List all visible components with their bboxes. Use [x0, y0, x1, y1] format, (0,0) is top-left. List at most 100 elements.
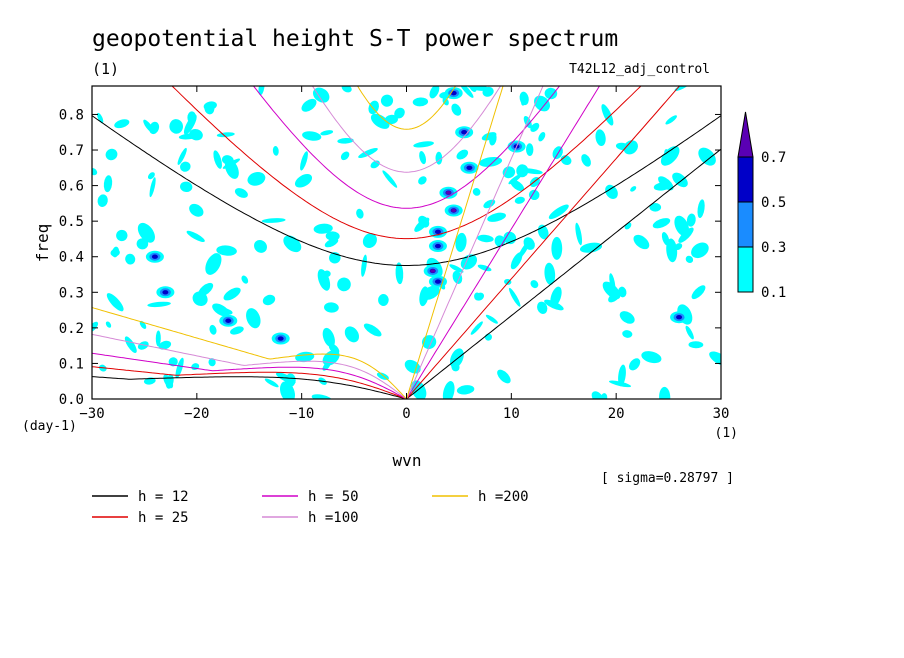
power-contour-blob — [283, 235, 302, 253]
power-contour-blob — [394, 107, 405, 119]
power-contour-blob — [189, 129, 203, 141]
power-contour-blob — [528, 189, 540, 201]
power-contour-blob — [451, 103, 462, 116]
colorbar-label: 0.3 — [761, 240, 786, 256]
power-contour-blob — [258, 86, 265, 96]
colorbar-arrow — [737, 111, 754, 158]
power-contour-blob — [175, 357, 184, 379]
power-contour-blob — [600, 393, 608, 399]
power-contour-blob — [362, 233, 377, 249]
power-contour-blob — [151, 254, 158, 259]
power-contour-blob — [548, 204, 569, 220]
x-tick-label: 10 — [503, 406, 520, 422]
power-contour-blob — [264, 378, 279, 388]
power-contour-blob — [508, 287, 521, 307]
power-contour-blob — [672, 172, 688, 188]
power-contour-blob — [641, 351, 662, 364]
y-axis-unit: (day-1) — [22, 419, 77, 434]
power-contour-blob — [294, 174, 313, 188]
power-contour-blob — [502, 166, 516, 179]
power-contour-blob — [155, 330, 161, 347]
power-contour-blob — [659, 386, 671, 399]
power-contour-blob — [110, 248, 120, 257]
power-contour-blob — [189, 203, 204, 217]
power-contour-blob — [147, 301, 171, 308]
power-contour-blob — [452, 270, 463, 284]
power-contour-blob — [322, 327, 335, 348]
power-contour-blob — [652, 218, 671, 229]
power-contour-blob — [147, 172, 155, 180]
legend: h = 12 h = 25 h = 50 h =100 h =200 — [92, 489, 529, 526]
power-contour-blob — [247, 172, 266, 186]
power-contour-blob — [550, 286, 562, 307]
x-tick-label: 0 — [402, 406, 410, 422]
power-contour-blob — [523, 237, 535, 250]
power-contour-blob — [223, 287, 241, 301]
x-tick-label: −10 — [289, 406, 314, 422]
power-contour-blob — [630, 186, 637, 192]
power-contour-blob — [209, 324, 217, 335]
power-contour-blob — [658, 176, 674, 191]
power-contour-blob — [475, 292, 485, 301]
power-contour-blob — [470, 321, 483, 335]
power-contour-blob — [97, 194, 108, 207]
power-contour-blob — [320, 130, 334, 136]
power-contour-blob — [497, 369, 511, 384]
power-contour-blob — [537, 301, 548, 314]
power-contour-blob — [456, 149, 469, 160]
power-contour-blob — [158, 340, 172, 350]
power-contour-blob — [605, 184, 618, 199]
power-contour-blob — [429, 86, 440, 99]
kelvin-curve-h100 — [92, 86, 544, 399]
power-contour-blob — [329, 252, 341, 264]
power-contour-blob — [691, 242, 709, 259]
power-contour-blob — [618, 364, 626, 387]
kelvin-curve-h50 — [92, 86, 601, 399]
kelvin-curve-h25 — [92, 86, 681, 399]
power-contour-blob — [538, 131, 546, 142]
power-contour-blob — [183, 114, 197, 135]
x-axis-unit: (1) — [715, 426, 738, 441]
kelvin-curve-h200 — [92, 86, 504, 399]
power-contour-blob — [510, 179, 525, 192]
power-contour-blob — [530, 122, 540, 132]
power-contour-blob — [477, 234, 494, 243]
power-contour-blob — [618, 286, 627, 298]
power-contour-blob — [137, 341, 149, 350]
power-contour-blob — [105, 148, 118, 161]
power-contour-blob — [92, 168, 98, 176]
power-contour-blob — [344, 326, 359, 343]
power-contour-blob — [225, 318, 232, 323]
y-axis: 0.0 0.1 0.2 0.3 0.4 0.5 0.6 0.7 0.8 — [59, 107, 721, 408]
power-contour-blob — [139, 320, 147, 329]
power-contour-blob — [106, 293, 124, 312]
power-contour-blob — [544, 262, 556, 285]
power-contour-blob — [697, 199, 705, 219]
run-label: T42L12_adj_control — [569, 62, 710, 77]
power-contour-blob — [619, 311, 635, 324]
power-contour-blob — [363, 323, 382, 337]
power-contour-blob — [203, 101, 217, 111]
power-contour-blob — [434, 229, 441, 235]
gravity-curve-h100 — [311, 86, 502, 173]
power-contour-blob — [623, 140, 638, 155]
power-contour-blob — [234, 188, 248, 198]
power-contour-blob — [709, 351, 721, 367]
power-contour-blob — [358, 147, 378, 159]
y-tick-label: 0.3 — [59, 285, 84, 301]
power-contour-blob — [103, 175, 113, 193]
power-contour-blob — [442, 381, 455, 399]
power-contour-blob — [477, 264, 492, 272]
power-contour-blob — [676, 314, 683, 320]
power-contour-blob — [137, 222, 155, 243]
legend-label: h = 50 — [308, 489, 359, 505]
power-contour-blob — [382, 170, 398, 188]
power-contour-blob — [378, 294, 389, 306]
sigma-note: [ sigma=0.28797 ] — [601, 471, 734, 486]
power-contour-blob — [525, 143, 534, 156]
x-tick-label: −20 — [184, 406, 209, 422]
power-contour-blob — [114, 119, 130, 129]
power-contour-blob — [434, 243, 441, 249]
power-contour-blob — [691, 285, 706, 300]
